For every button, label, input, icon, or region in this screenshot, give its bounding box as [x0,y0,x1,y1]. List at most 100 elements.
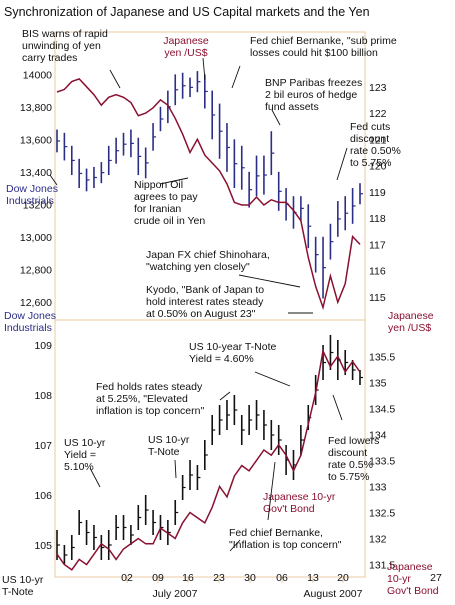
annotation-jgb-bottom: Japanese 10-yr Gov't Bond [387,561,439,597]
tick-label: 13200 [23,199,52,211]
annotation-line: carry trades [22,52,77,64]
tick-label: 14000 [23,69,52,81]
annotation-bernanke-inflation: Fed chief Bernanke, "Inflation is top con… [229,527,342,551]
annotation-line: rate 0.50% [350,145,401,157]
dow-series [56,71,363,299]
annotation-line: BNP Paribas freezes [265,77,362,89]
annotation-line: Fed chief Bernanke, "sub prime [250,35,397,47]
annotation-line: US 10-yr [148,434,190,446]
annotation-line: yen /US$ [388,322,431,334]
tick-label: 115 [369,292,386,304]
annotation-line: Japan FX chief Shinohara, [146,249,270,261]
tick-label: 132 [369,534,387,546]
annotation-leader [254,371,291,387]
annotation-leader [271,109,281,126]
yen-series [56,78,361,311]
x-tick-label: 16 [182,572,194,584]
annotation-line: Japanese [387,561,433,573]
tick-label: 121 [369,134,387,146]
annotation-leader [174,459,177,479]
x-tick-label: 27 [430,572,442,584]
annotation-nippon-oil: Nippon Oil agrees to pay for Iranian crude … [134,179,205,227]
tick-label: 119 [369,187,386,199]
tick-label: 108 [34,390,52,402]
annotations: BIS warns of rapid unwinding of yen carry … [2,28,439,598]
annotation-fed-lowers: Fed lowers discount rate 0.5% to 5.75% [328,435,379,483]
tick-label: 134 [369,429,387,441]
annotation-line: T-Note [148,446,180,458]
annotation-line: at 0.50% on August 23" [146,308,256,320]
annotation-line: yen /US$ [164,47,207,59]
x-tick-label: 20 [337,572,349,584]
annotation-line: Industrials [4,322,52,334]
annotation-line: 5.10% [64,461,94,473]
tick-label: 135 [369,377,387,389]
annotation-line: losses could hit $100 billion [250,47,378,59]
x-tick-label: 23 [213,572,225,584]
annotation-line: inflation is top concern" [96,405,204,417]
tick-label: 13,000 [20,232,52,244]
annotation-line: 2 bil euros of hedge [265,89,357,101]
tick-label: 132.5 [369,508,395,520]
annotation-us10-yield-low: US 10-yr Yield = 5.10% [64,437,106,473]
tick-label: 13,800 [20,102,52,114]
annotation-fed-cuts: Fed cuts discount rate 0.50% to 5.75% [350,121,401,169]
annotation-leader [332,394,343,421]
tick-label: 116 [369,266,386,278]
annotation-us10-tnote-mid: US 10-yr T-Note [148,434,190,458]
tick-label: 13,400 [20,167,52,179]
annotation-line: BIS warns of rapid [22,28,108,40]
annotation-line: discount [328,447,367,459]
annotation-line: rate 0.5% [328,459,373,471]
annotation-fed-holds: Fed holds rates steady at 5.25%, "Elevate… [96,381,204,417]
annotation-line: Kyodo, "Bank of Japan to [146,284,264,296]
jgb-series [56,348,361,571]
annotation-line: Fed cuts [350,121,390,133]
annotation-line: unwinding of yen [22,40,101,52]
tick-label: 133.5 [369,455,395,467]
annotation-line: crude oil in Yen [134,215,205,227]
tick-label: 123 [369,82,387,94]
annotation-leader [267,461,276,521]
jgb-axis-ticks: 135.5 135 134.5 134 133.5 133 132.5 132 131.5 [369,351,395,571]
x-month-label: August 2007 [304,588,363,600]
tnote-axis-ticks: 109 108 107 106 105 [34,340,52,552]
tick-label: 135.5 [369,351,395,363]
tick-label: 12,600 [20,297,52,309]
annotation-leader [109,69,121,89]
annotation-line: Japanese [163,35,209,47]
yen-axis-ticks: 123 122 121 120 119 118 117 116 115 [369,82,387,304]
annotation-line: T-Note [2,586,34,598]
annotation-leader [202,57,206,81]
annotation-line: Japanese [388,310,434,322]
annotation-leader [336,147,348,181]
annotation-line: Fed holds rates steady [96,381,203,393]
tick-label: 120 [369,161,387,173]
annotation-line: Fed lowers [328,435,379,447]
tick-label: 13,600 [20,134,52,146]
annotation-bernanke-subprime: Fed chief Bernanke, "sub prime losses cou… [250,35,397,59]
annotation-line: fund assets [265,101,319,113]
tick-label: 107 [34,440,52,452]
annotation-dow-label: Dow Jones Industrials [6,183,58,207]
annotation-yen-top: Japanese yen /US$ [163,35,209,59]
x-tick-label: 02 [121,572,133,584]
annotation-us10-yield-high: US 10-year T-Note Yield = 4.60% [189,341,277,365]
tick-label: 134.5 [369,403,395,415]
tick-label: 117 [369,239,386,251]
x-month-label: July 2007 [153,588,198,600]
chart-title: Synchronization of Japanese and US Capit… [4,5,370,19]
annotation-us10-bottom: US 10-yr T-Note [2,574,44,598]
annotation-line: discount [350,133,389,145]
annotation-line: Japanese 10-yr [263,491,336,503]
x-axis-ticks: 02 09 16 23 30 06 13 20 27 July 2007 August 2007 [121,572,442,600]
x-tick-label: 09 [152,572,164,584]
series-line [56,348,361,571]
x-tick-label: 13 [307,572,319,584]
annotation-line: for Iranian [134,203,181,215]
annotation-line: to 5.75% [350,157,391,169]
annotation-line: "Inflation is top concern" [229,539,342,551]
tnote-series [56,335,363,565]
annotation-leader [231,65,241,89]
